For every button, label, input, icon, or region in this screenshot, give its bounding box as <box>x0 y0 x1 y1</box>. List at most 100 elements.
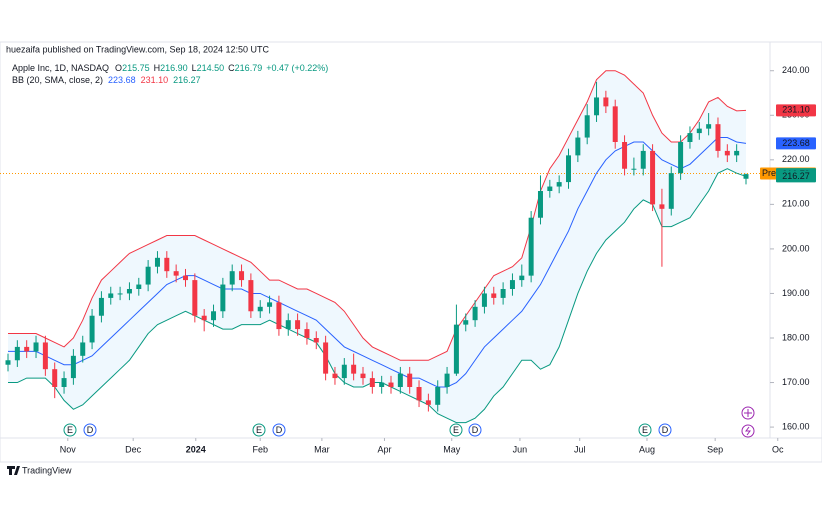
candle-body <box>509 280 515 289</box>
candle-body <box>435 387 441 405</box>
candle-body <box>89 315 95 343</box>
x-tick-label: Jul <box>574 444 586 454</box>
candle-body <box>678 142 684 174</box>
candle-body <box>687 133 693 142</box>
candle-body <box>743 174 749 179</box>
x-tick-label: Dec <box>125 444 142 454</box>
event-label: E <box>67 425 73 435</box>
candle-body <box>360 373 366 379</box>
event-label: D <box>87 425 94 435</box>
candle-body <box>313 338 319 343</box>
legend-item: BB (20, SMA, close, 2) <box>12 75 103 85</box>
candle-body <box>145 266 151 285</box>
y-tick-label: 180.00 <box>782 332 810 342</box>
candle-body <box>528 217 534 276</box>
x-tick-label: Feb <box>252 444 268 454</box>
candle-body <box>575 137 581 156</box>
x-tick-label: Aug <box>639 444 655 454</box>
event-circle <box>63 423 77 437</box>
candle-body <box>631 168 637 170</box>
candle-body <box>276 302 282 330</box>
legend-item: O <box>115 63 122 73</box>
legend-line: Apple Inc, 1D, NASDAQ O215.75 H216.90 L214.… <box>12 63 328 73</box>
candle-body <box>472 306 478 321</box>
event-marker: E <box>252 423 266 437</box>
candle-body <box>425 400 431 405</box>
candle-body <box>14 346 20 361</box>
brand-logo <box>7 466 20 475</box>
candle-body <box>537 191 543 218</box>
event-circle <box>658 423 672 437</box>
band-upper <box>8 70 747 361</box>
event-marker: E <box>638 423 652 437</box>
x-tick-label: Oc <box>772 444 784 454</box>
y-tick-label: 210.00 <box>782 199 810 209</box>
legend-item: 216.79 <box>235 63 263 73</box>
candle-body <box>734 150 740 156</box>
candle-body <box>304 329 310 338</box>
candle-body <box>239 271 245 281</box>
price-label: 216.27 <box>782 171 810 181</box>
x-tick-label: May <box>443 444 461 454</box>
candle-body <box>52 369 58 387</box>
candle-body <box>724 150 730 156</box>
candle-body <box>584 115 590 138</box>
candle-body <box>220 284 226 312</box>
event-circle <box>468 423 482 437</box>
legend-item: 214.50 <box>197 63 225 73</box>
candle-body <box>164 257 170 272</box>
candle-body <box>379 382 385 387</box>
candle-body <box>622 142 628 169</box>
candle-body <box>285 320 291 330</box>
legend-item: L <box>192 63 197 73</box>
candle-body <box>650 150 656 205</box>
legend-item: 231.10 <box>141 75 169 85</box>
candle-body <box>248 280 254 312</box>
y-tick-label: 190.00 <box>782 288 810 298</box>
candle-body <box>80 342 86 356</box>
candle-body <box>397 373 403 387</box>
event-label: D <box>472 425 479 435</box>
candle-body <box>24 346 30 352</box>
candle-body <box>201 315 207 321</box>
candle-body <box>706 124 712 129</box>
event-marker: E <box>63 423 77 437</box>
band-fill <box>8 70 746 423</box>
candle-body <box>42 342 48 370</box>
event-marker: D <box>658 423 672 437</box>
chart-frame <box>0 41 822 463</box>
event-circle <box>449 423 463 437</box>
price-label-box <box>776 104 816 117</box>
x-tick-label: Sep <box>707 444 723 454</box>
y-tick-label: 160.00 <box>782 421 810 431</box>
legend-item: H <box>154 63 161 73</box>
candle-body <box>594 97 600 116</box>
candle-body <box>295 320 301 330</box>
news-icon-glyph <box>744 409 752 417</box>
split-icon-glyph <box>745 426 751 436</box>
candle-body <box>668 173 674 209</box>
legend-item: Apple Inc, 1D, NASDAQ <box>12 63 109 73</box>
candle-body <box>519 275 525 281</box>
candle-body <box>108 293 114 298</box>
legend-item: C <box>228 63 235 73</box>
published-note: huezaifa published on TradingView.com, S… <box>6 44 270 54</box>
band-lower <box>8 168 747 424</box>
candle-body <box>173 271 179 276</box>
y-tick-label: 170.00 <box>782 377 810 387</box>
legend-item: 215.75 <box>122 63 150 73</box>
event-marker: E <box>449 423 463 437</box>
candle-body <box>351 364 357 374</box>
candle-body <box>481 293 487 307</box>
price-prefix-box <box>760 167 778 180</box>
price-label-box <box>776 137 816 150</box>
legend: Apple Inc, 1D, NASDAQ O215.75 H216.90 L214.… <box>12 63 328 85</box>
candle-body <box>267 302 273 307</box>
candle-body <box>211 311 217 321</box>
x-tick-label: Nov <box>60 444 77 454</box>
event-marker: D <box>83 423 97 437</box>
candle-body <box>341 364 347 379</box>
candle-body <box>229 271 235 285</box>
candle-body <box>453 324 459 374</box>
